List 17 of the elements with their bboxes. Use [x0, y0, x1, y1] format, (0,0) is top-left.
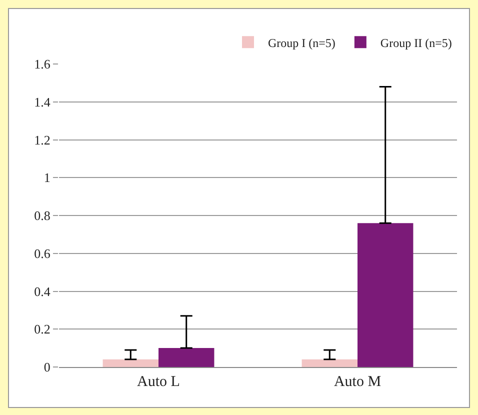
y-tick-label: 0.6	[34, 246, 51, 261]
y-tick-label: 0.4	[34, 284, 51, 299]
y-tick-label: 0	[44, 360, 50, 375]
y-tick-label: 1.6	[34, 56, 51, 72]
bar	[102, 359, 158, 367]
legend-label: Group I (n=5)	[268, 36, 336, 50]
x-tick-label: Auto M	[334, 374, 382, 390]
bar	[302, 359, 358, 367]
y-tick-label: 1.4	[34, 94, 51, 110]
y-tick-label: 0.8	[34, 208, 50, 224]
legend-label: Group II (n=5)	[380, 36, 452, 50]
y-tick-label: 0.2	[34, 322, 50, 337]
bar	[158, 348, 214, 367]
y-tick-label: 1.2	[34, 132, 50, 148]
bar	[358, 223, 414, 367]
x-tick-label: Auto L	[137, 374, 180, 390]
y-tick-label: 1	[44, 170, 50, 186]
